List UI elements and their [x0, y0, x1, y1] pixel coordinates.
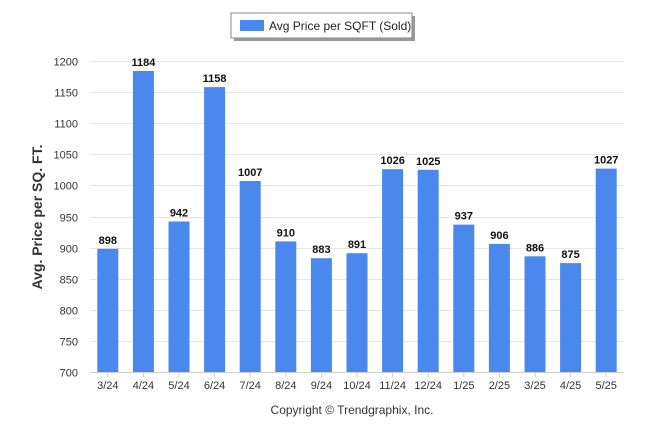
- x-tick-label: 8/24: [275, 380, 296, 392]
- y-tick-label: 750: [60, 337, 78, 349]
- bar: [204, 87, 226, 372]
- bar: [132, 71, 154, 372]
- y-tick-label: 850: [60, 275, 78, 287]
- data-label: 937: [455, 211, 473, 223]
- y-tick-label: 950: [60, 213, 78, 225]
- legend: Avg Price per SQFT (Sold): [230, 12, 415, 41]
- bars: [97, 71, 617, 372]
- data-label: 906: [490, 230, 508, 242]
- data-label: 910: [277, 227, 295, 239]
- bar: [239, 181, 261, 372]
- x-tick-label: 12/24: [414, 380, 442, 392]
- x-tick-label: 2/25: [489, 380, 510, 392]
- x-tick-label: 5/25: [595, 380, 616, 392]
- copyright: Copyright © Trendgraphix, Inc.: [271, 403, 434, 417]
- data-label: 883: [312, 244, 330, 256]
- x-tick-label: 1/25: [453, 380, 474, 392]
- x-tick-label: 5/24: [168, 380, 189, 392]
- x-tick-label: 10/24: [343, 380, 371, 392]
- data-label: 898: [99, 235, 117, 247]
- legend-swatch: [240, 20, 264, 31]
- y-tick-label: 900: [60, 244, 78, 256]
- data-label: 1158: [203, 73, 227, 85]
- y-tick-label: 800: [60, 306, 78, 318]
- x-tick-label: 3/25: [524, 380, 545, 392]
- x-tick-label: 3/24: [97, 380, 118, 392]
- bar: [97, 248, 119, 372]
- legend-label: Avg Price per SQFT (Sold): [269, 19, 411, 33]
- data-label: 1027: [594, 155, 618, 167]
- bar: [346, 253, 368, 372]
- y-tick-label: 1200: [54, 57, 78, 69]
- x-tick-label: 9/24: [311, 380, 332, 392]
- bar: [488, 243, 510, 372]
- x-tick-label: 4/25: [560, 380, 581, 392]
- y-axis-ticks: 700 750 800 850 900 950 1000 1050 1100 1150 1200: [54, 57, 78, 380]
- bar: [560, 263, 582, 372]
- x-tick-label: 6/24: [204, 380, 225, 392]
- data-label: 875: [561, 249, 579, 261]
- data-label: 942: [170, 208, 188, 220]
- data-labels: 898 1184 942 1158 1007 910 883 891 1026 1025 937 90…: [99, 57, 619, 261]
- x-tick-label: 4/24: [133, 380, 154, 392]
- x-axis-ticks: 3/24 4/24 5/24 6/24 7/24 8/24 9/24 10/24 11/24 12…: [97, 372, 617, 392]
- bar: [275, 241, 297, 372]
- data-label: 886: [526, 242, 544, 254]
- x-tick-label: 11/24: [379, 380, 406, 392]
- bar: [310, 258, 332, 372]
- bar: [453, 224, 475, 372]
- bar: [417, 169, 439, 372]
- bar: [524, 256, 546, 372]
- data-label: 1007: [238, 167, 262, 179]
- data-label: 1025: [416, 156, 440, 168]
- y-tick-label: 1000: [54, 181, 78, 193]
- bar: [595, 168, 617, 372]
- y-tick-label: 1050: [54, 150, 78, 162]
- bar: [382, 169, 404, 372]
- y-axis-title: Avg. Price per SQ. FT.: [29, 145, 45, 290]
- bar: [168, 221, 190, 372]
- y-tick-label: 1150: [54, 88, 78, 100]
- data-label: 1026: [380, 155, 404, 167]
- y-tick-label: 700: [60, 368, 78, 380]
- data-label: 1184: [131, 57, 156, 69]
- data-label: 891: [348, 239, 366, 251]
- y-tick-label: 1100: [54, 119, 78, 131]
- x-tick-label: 7/24: [239, 380, 260, 392]
